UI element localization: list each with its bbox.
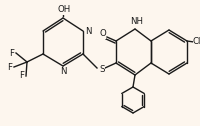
Text: F: F [9, 49, 14, 57]
Text: NH: NH [130, 17, 143, 25]
Text: F: F [7, 62, 12, 71]
Text: N: N [84, 26, 91, 36]
Text: S: S [99, 65, 104, 73]
Text: F: F [19, 71, 24, 81]
Text: Cl: Cl [192, 38, 200, 46]
Text: O: O [99, 29, 106, 39]
Text: N: N [59, 68, 66, 76]
Text: OH: OH [57, 6, 70, 14]
